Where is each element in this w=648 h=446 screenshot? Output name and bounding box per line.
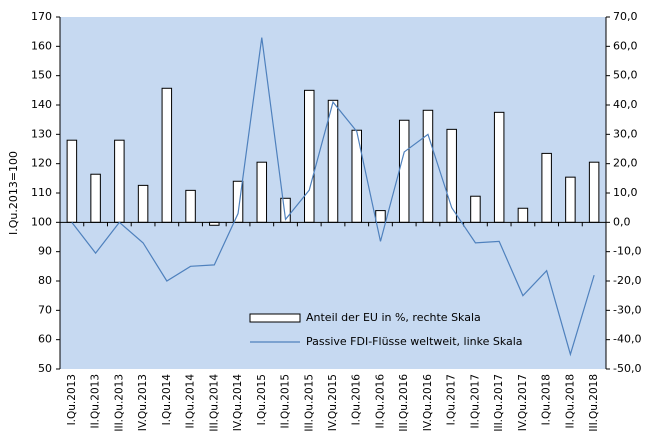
x-tick-label: IV.Qu.2017: [517, 374, 529, 431]
y-tick-label: 100: [31, 215, 52, 228]
bar: [470, 195, 481, 223]
bar: [375, 210, 386, 223]
x-tick-label: III.Qu.2013: [113, 374, 125, 432]
x-tick-label: I.Qu.2016: [351, 374, 363, 426]
x-tick-label: III.Qu.2018: [588, 374, 600, 432]
y2-tick-label: -30,0: [613, 303, 641, 316]
bar: [588, 161, 600, 223]
y-tick-label: 130: [31, 127, 52, 140]
y-tick-label: 90: [38, 245, 52, 258]
y2-tick-label: 60,0: [613, 39, 638, 52]
x-tick-label: III.Qu.2017: [493, 374, 505, 432]
y-tick-label: 150: [31, 69, 52, 82]
y-tick-label: 140: [31, 98, 52, 111]
x-tick-label: I.Qu.2015: [256, 374, 268, 425]
bar: [398, 119, 410, 223]
y-tick-label: 160: [31, 39, 52, 52]
x-tick-label: IV.Qu.2015: [327, 374, 339, 431]
x-tick-label: I.Qu.2017: [446, 374, 458, 425]
y2-tick-label: 50,0: [613, 69, 638, 82]
x-tick-label: IV.Qu.2013: [137, 374, 149, 431]
y2-tick-label: 70,0: [613, 10, 638, 23]
legend-label: Passive FDI-Flüsse weltweit, linke Skala: [306, 335, 523, 348]
y-tick-label: 70: [38, 303, 52, 316]
bar: [114, 139, 125, 223]
y-tick-label: 120: [31, 157, 52, 170]
bar: [565, 176, 576, 223]
bar: [90, 173, 101, 223]
x-tick-label: IV.Qu.2016: [422, 374, 434, 432]
legend-swatch: [249, 313, 301, 323]
line: [71, 37, 595, 357]
y2-tick-label: -10,0: [613, 245, 641, 258]
bar: [137, 184, 149, 223]
x-tick-label: II.Qu.2018: [564, 374, 576, 429]
y2-tick-label: -20,0: [613, 274, 641, 287]
bar: [304, 89, 315, 223]
bar: [327, 99, 339, 223]
y2-tick-label: -40,0: [613, 333, 641, 346]
x-tick-label: III.Qu.2014: [208, 374, 220, 432]
bar: [185, 189, 196, 223]
y2-tick-label: 30,0: [613, 127, 638, 140]
y2-tick-label: 0,0: [613, 215, 631, 228]
y2-tick-label: -50,0: [613, 362, 641, 375]
y2-tick-label: 20,0: [613, 157, 638, 170]
bar: [422, 109, 434, 223]
bar: [541, 152, 552, 223]
y2-tick-label: 10,0: [613, 186, 638, 199]
x-tick-label: II.Qu.2013: [90, 374, 102, 429]
x-tick-label: II.Qu.2016: [374, 374, 386, 429]
bar: [517, 207, 529, 223]
x-tick-label: I.Qu.2018: [541, 374, 553, 425]
legend-label: Anteil der EU in %, rechte Skala: [306, 311, 481, 324]
bar: [493, 111, 505, 223]
x-tick-label: I.Qu.2013: [66, 374, 78, 425]
y-tick-label: 110: [31, 186, 52, 199]
x-tick-label: I.Qu.2014: [161, 374, 173, 426]
x-tick-label: III.Qu.2015: [303, 374, 315, 432]
y-tick-label: 80: [38, 274, 52, 287]
y-tick-label: 50: [38, 362, 52, 375]
bar: [256, 161, 268, 223]
x-tick-label: II.Qu.2014: [185, 374, 197, 429]
y2-tick-label: 40,0: [613, 98, 638, 111]
x-tick-label: IV.Qu.2014: [232, 374, 244, 432]
x-tick-label: II.Qu.2015: [280, 374, 292, 429]
bar: [161, 87, 173, 223]
bar: [66, 139, 78, 223]
x-tick-label: II.Qu.2017: [469, 374, 481, 429]
y-tick-label: 170: [31, 10, 52, 23]
y-tick-label: 60: [38, 333, 52, 346]
x-tick-label: III.Qu.2016: [398, 374, 410, 432]
y-axis-label: I.Qu.2013=100: [7, 151, 20, 235]
